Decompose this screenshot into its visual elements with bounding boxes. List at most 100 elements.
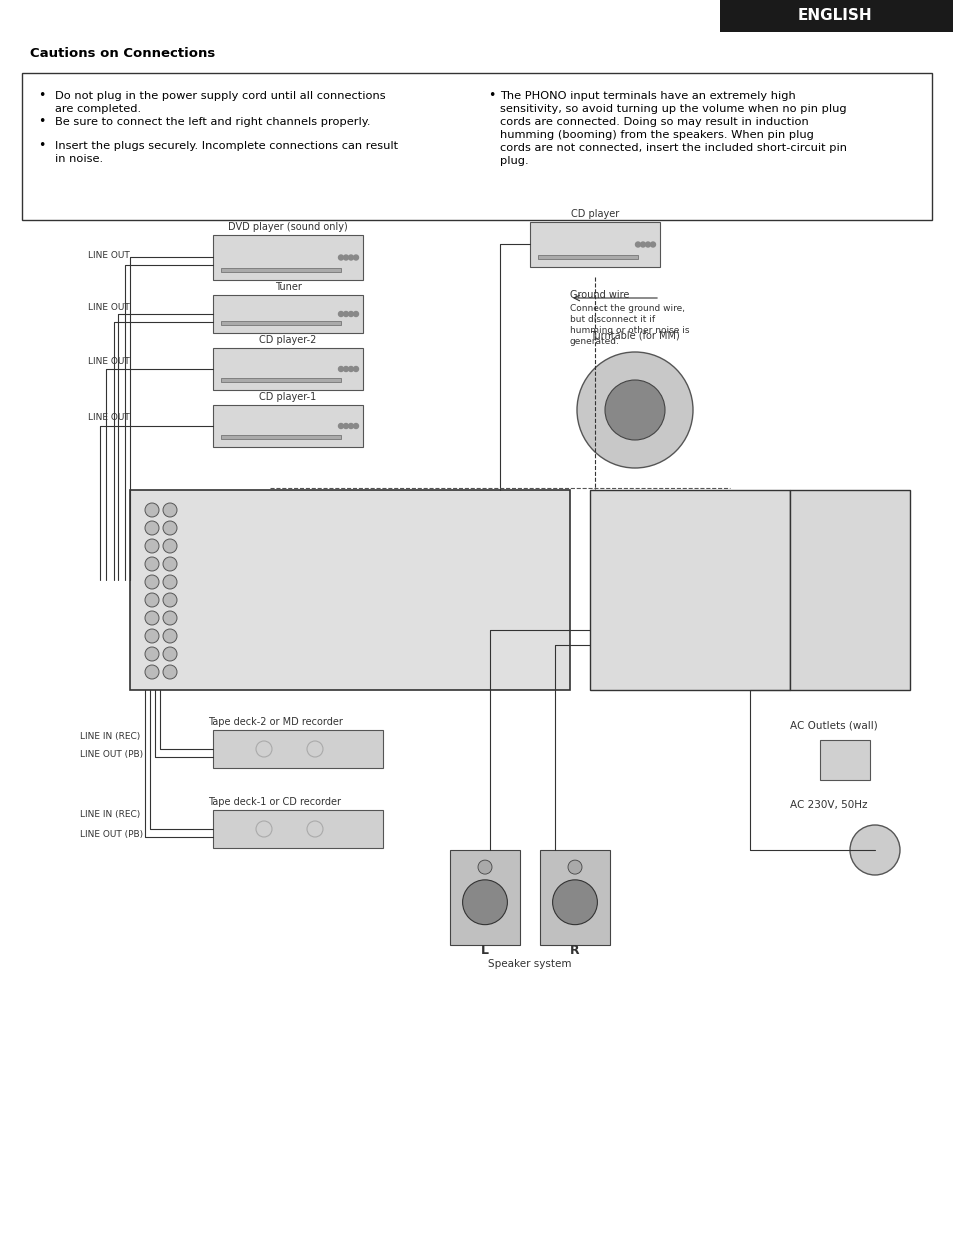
- Circle shape: [163, 611, 177, 625]
- Text: Cautions on Connections: Cautions on Connections: [30, 47, 215, 61]
- Text: Ground wire: Ground wire: [569, 289, 629, 301]
- Circle shape: [163, 557, 177, 571]
- Text: LINE IN (REC): LINE IN (REC): [80, 731, 140, 741]
- Circle shape: [552, 880, 597, 924]
- Circle shape: [645, 242, 650, 247]
- Circle shape: [343, 255, 348, 260]
- Circle shape: [849, 825, 899, 875]
- Text: •: •: [488, 89, 495, 103]
- Text: CD player-2: CD player-2: [259, 335, 316, 345]
- Text: humming or other noise is: humming or other noise is: [569, 327, 689, 335]
- Text: •: •: [38, 89, 46, 103]
- Text: Connect the ground wire,: Connect the ground wire,: [569, 304, 684, 313]
- Bar: [720, 0, 953, 32]
- Text: L: L: [480, 944, 489, 957]
- Circle shape: [163, 666, 177, 679]
- Circle shape: [338, 366, 343, 371]
- Text: CD player: CD player: [570, 209, 618, 219]
- Circle shape: [604, 380, 664, 440]
- Text: Turntable (for MM): Turntable (for MM): [590, 330, 679, 340]
- Text: cords are not connected, insert the included short-circuit pin: cords are not connected, insert the incl…: [499, 143, 846, 153]
- Circle shape: [354, 366, 358, 371]
- Circle shape: [354, 312, 358, 317]
- Bar: [221, 320, 340, 325]
- Bar: [789, 490, 909, 690]
- Text: Tape deck-1 or CD recorder: Tape deck-1 or CD recorder: [208, 797, 340, 807]
- Circle shape: [163, 593, 177, 607]
- Bar: [130, 490, 569, 690]
- Circle shape: [354, 255, 358, 260]
- Bar: [213, 730, 382, 768]
- Circle shape: [145, 557, 159, 571]
- Text: DVD player (sound only): DVD player (sound only): [228, 221, 348, 233]
- Circle shape: [145, 521, 159, 534]
- Bar: [213, 294, 363, 333]
- Text: Speaker system: Speaker system: [488, 959, 571, 969]
- Circle shape: [145, 593, 159, 607]
- Text: LINE OUT: LINE OUT: [88, 303, 130, 313]
- Circle shape: [348, 312, 354, 317]
- Circle shape: [145, 647, 159, 661]
- Text: but disconnect it if: but disconnect it if: [569, 315, 655, 324]
- Text: LINE OUT: LINE OUT: [88, 357, 130, 366]
- Circle shape: [145, 503, 159, 517]
- Text: CD player-1: CD player-1: [259, 392, 316, 402]
- Bar: [589, 490, 789, 690]
- Circle shape: [145, 628, 159, 643]
- Circle shape: [343, 423, 348, 428]
- Circle shape: [577, 353, 692, 468]
- Circle shape: [163, 647, 177, 661]
- Text: generated.: generated.: [569, 336, 619, 346]
- Bar: [213, 235, 363, 280]
- Bar: [537, 255, 638, 259]
- Circle shape: [343, 366, 348, 371]
- Text: are completed.: are completed.: [55, 104, 141, 114]
- Text: LINE OUT (PB): LINE OUT (PB): [80, 830, 143, 840]
- Bar: [22, 73, 931, 220]
- Text: R: R: [570, 944, 579, 957]
- Circle shape: [163, 503, 177, 517]
- Circle shape: [354, 423, 358, 428]
- Circle shape: [145, 666, 159, 679]
- Bar: [539, 850, 609, 945]
- Text: LINE IN (REC): LINE IN (REC): [80, 810, 140, 819]
- Circle shape: [348, 255, 354, 260]
- Circle shape: [462, 880, 507, 924]
- Text: Tape deck-2 or MD recorder: Tape deck-2 or MD recorder: [208, 717, 342, 727]
- Text: Do not plug in the power supply cord until all connections: Do not plug in the power supply cord unt…: [55, 92, 385, 101]
- Text: sensitivity, so avoid turning up the volume when no pin plug: sensitivity, so avoid turning up the vol…: [499, 104, 845, 114]
- Text: in noise.: in noise.: [55, 153, 103, 165]
- Circle shape: [145, 575, 159, 589]
- Circle shape: [343, 312, 348, 317]
- Circle shape: [145, 539, 159, 553]
- Circle shape: [338, 423, 343, 428]
- Text: AC Outlets (wall): AC Outlets (wall): [789, 720, 877, 730]
- Circle shape: [163, 539, 177, 553]
- Text: Be sure to connect the left and right channels properly.: Be sure to connect the left and right ch…: [55, 118, 370, 127]
- Text: •: •: [38, 115, 46, 129]
- Circle shape: [477, 860, 492, 875]
- Text: ENGLISH: ENGLISH: [797, 9, 871, 24]
- Text: The PHONO input terminals have an extremely high: The PHONO input terminals have an extrem…: [499, 92, 795, 101]
- Bar: [820, 740, 869, 781]
- Text: Tuner: Tuner: [274, 282, 301, 292]
- Text: LINE OUT: LINE OUT: [88, 413, 130, 423]
- Circle shape: [163, 521, 177, 534]
- Circle shape: [163, 628, 177, 643]
- Circle shape: [163, 575, 177, 589]
- Circle shape: [567, 860, 581, 875]
- Bar: [450, 850, 519, 945]
- Text: LINE OUT (PB): LINE OUT (PB): [80, 750, 143, 758]
- Bar: [221, 379, 340, 382]
- Circle shape: [639, 242, 645, 247]
- Text: cords are connected. Doing so may result in induction: cords are connected. Doing so may result…: [499, 118, 808, 127]
- Text: LINE OUT: LINE OUT: [88, 251, 130, 260]
- Circle shape: [145, 611, 159, 625]
- Bar: [221, 435, 340, 439]
- Circle shape: [338, 255, 343, 260]
- Bar: [213, 348, 363, 390]
- Bar: [530, 221, 659, 267]
- Text: humming (booming) from the speakers. When pin plug: humming (booming) from the speakers. Whe…: [499, 130, 813, 140]
- Circle shape: [348, 423, 354, 428]
- Circle shape: [348, 366, 354, 371]
